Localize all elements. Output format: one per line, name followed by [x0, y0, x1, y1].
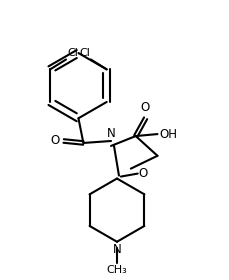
Text: N: N	[112, 243, 121, 256]
Text: Cl: Cl	[79, 48, 90, 59]
Text: OH: OH	[159, 128, 177, 141]
Text: Cl: Cl	[67, 48, 78, 59]
Text: O: O	[50, 134, 59, 146]
Text: N: N	[106, 127, 115, 140]
Text: O: O	[139, 101, 149, 114]
Text: O: O	[138, 167, 147, 180]
Text: CH₃: CH₃	[106, 265, 127, 276]
